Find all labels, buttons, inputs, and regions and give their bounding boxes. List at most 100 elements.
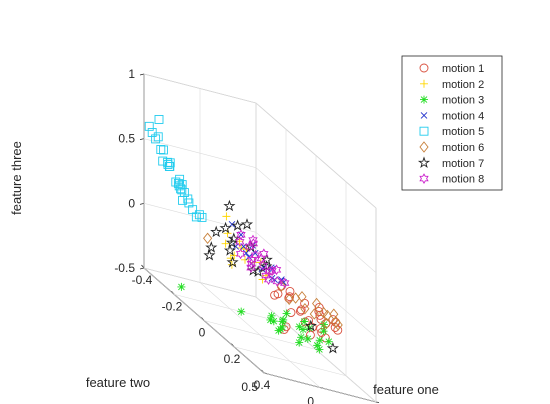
data-point <box>267 265 277 277</box>
data-point <box>219 221 232 234</box>
data-point <box>179 188 189 198</box>
data-point <box>282 309 291 318</box>
z-tick-label: 0 <box>128 196 135 210</box>
data-point <box>191 212 201 222</box>
grid-line <box>255 232 377 338</box>
data-point <box>263 274 274 285</box>
data-point <box>314 306 324 316</box>
data-point <box>236 229 246 241</box>
grid-line <box>255 167 377 273</box>
data-point <box>240 218 254 230</box>
data-point <box>147 128 157 137</box>
data-point <box>273 289 283 299</box>
data-point <box>156 145 166 154</box>
grid-line <box>143 138 257 168</box>
data-point <box>223 229 232 238</box>
x-tick-label: 0.4 <box>254 378 271 392</box>
data-point <box>165 161 175 171</box>
data-point <box>235 236 245 248</box>
data-point <box>197 212 207 222</box>
data-point <box>223 244 237 256</box>
x-tick <box>141 264 145 269</box>
data-point <box>226 255 239 268</box>
data-point <box>305 324 314 333</box>
series-6 <box>203 232 343 331</box>
data-point <box>271 264 282 276</box>
grid-line <box>143 267 265 374</box>
data-point <box>203 232 213 245</box>
legend-box <box>401 55 503 191</box>
data-point <box>154 115 164 124</box>
data-points <box>144 115 343 354</box>
legend-label: motion 6 <box>442 142 484 154</box>
data-point <box>295 322 304 331</box>
data-point <box>276 280 286 292</box>
grid-line <box>143 73 257 104</box>
grid-line <box>255 102 377 209</box>
data-point <box>333 325 343 335</box>
data-point <box>173 178 183 188</box>
data-point <box>221 239 230 248</box>
data-point <box>300 317 309 326</box>
data-point <box>194 210 204 220</box>
grid-line <box>199 282 321 388</box>
z-tick <box>139 267 145 270</box>
data-point <box>274 326 283 335</box>
data-point <box>333 319 343 331</box>
legend-marker <box>419 141 429 153</box>
z-tick <box>139 138 145 141</box>
x-axis-label: feature one <box>373 382 439 397</box>
data-point <box>314 303 324 312</box>
data-point <box>280 277 290 289</box>
data-point <box>299 325 307 334</box>
legend-marker <box>420 112 428 119</box>
data-point <box>250 249 261 261</box>
data-point <box>258 260 268 271</box>
data-point <box>241 255 249 264</box>
data-point <box>278 317 287 326</box>
data-point <box>158 156 168 166</box>
legend-label: motion 2 <box>442 79 484 91</box>
series-8 <box>235 229 290 289</box>
data-point <box>297 333 306 342</box>
data-point <box>205 241 218 253</box>
x-tick-label: -0.4 <box>132 273 153 287</box>
data-point <box>284 293 294 306</box>
data-point <box>324 337 333 346</box>
data-point <box>279 315 288 324</box>
data-point <box>222 212 231 221</box>
series-3 <box>177 282 333 354</box>
legend-label: motion 3 <box>442 95 484 107</box>
legend-marker <box>419 63 429 73</box>
data-point <box>259 248 269 260</box>
legend-label: motion 4 <box>442 110 484 122</box>
legend-label: motion 1 <box>442 63 484 75</box>
data-point <box>246 258 257 270</box>
data-point <box>300 298 310 308</box>
y-tick <box>375 401 380 403</box>
data-point <box>278 322 287 331</box>
legend-marker <box>419 173 429 184</box>
data-point <box>295 338 304 347</box>
data-point <box>247 264 260 276</box>
series-7 <box>203 199 339 354</box>
data-point <box>225 236 238 248</box>
data-point <box>266 315 275 324</box>
data-point <box>272 276 282 287</box>
data-point <box>329 308 339 320</box>
z-tick <box>139 73 145 76</box>
data-point <box>309 308 319 320</box>
data-point <box>300 303 310 315</box>
x-tick-label: 0.2 <box>224 352 241 366</box>
data-point <box>246 262 256 274</box>
data-point <box>151 134 161 144</box>
data-point <box>295 306 305 316</box>
grid-line <box>143 267 257 298</box>
data-point <box>174 181 184 191</box>
z-tick-label: -0.5 <box>114 261 135 275</box>
data-point <box>313 341 322 350</box>
y-tick-label: 0.5 <box>241 380 258 394</box>
data-point <box>326 341 339 354</box>
data-point <box>319 327 328 336</box>
legend-label: motion 8 <box>442 174 484 186</box>
